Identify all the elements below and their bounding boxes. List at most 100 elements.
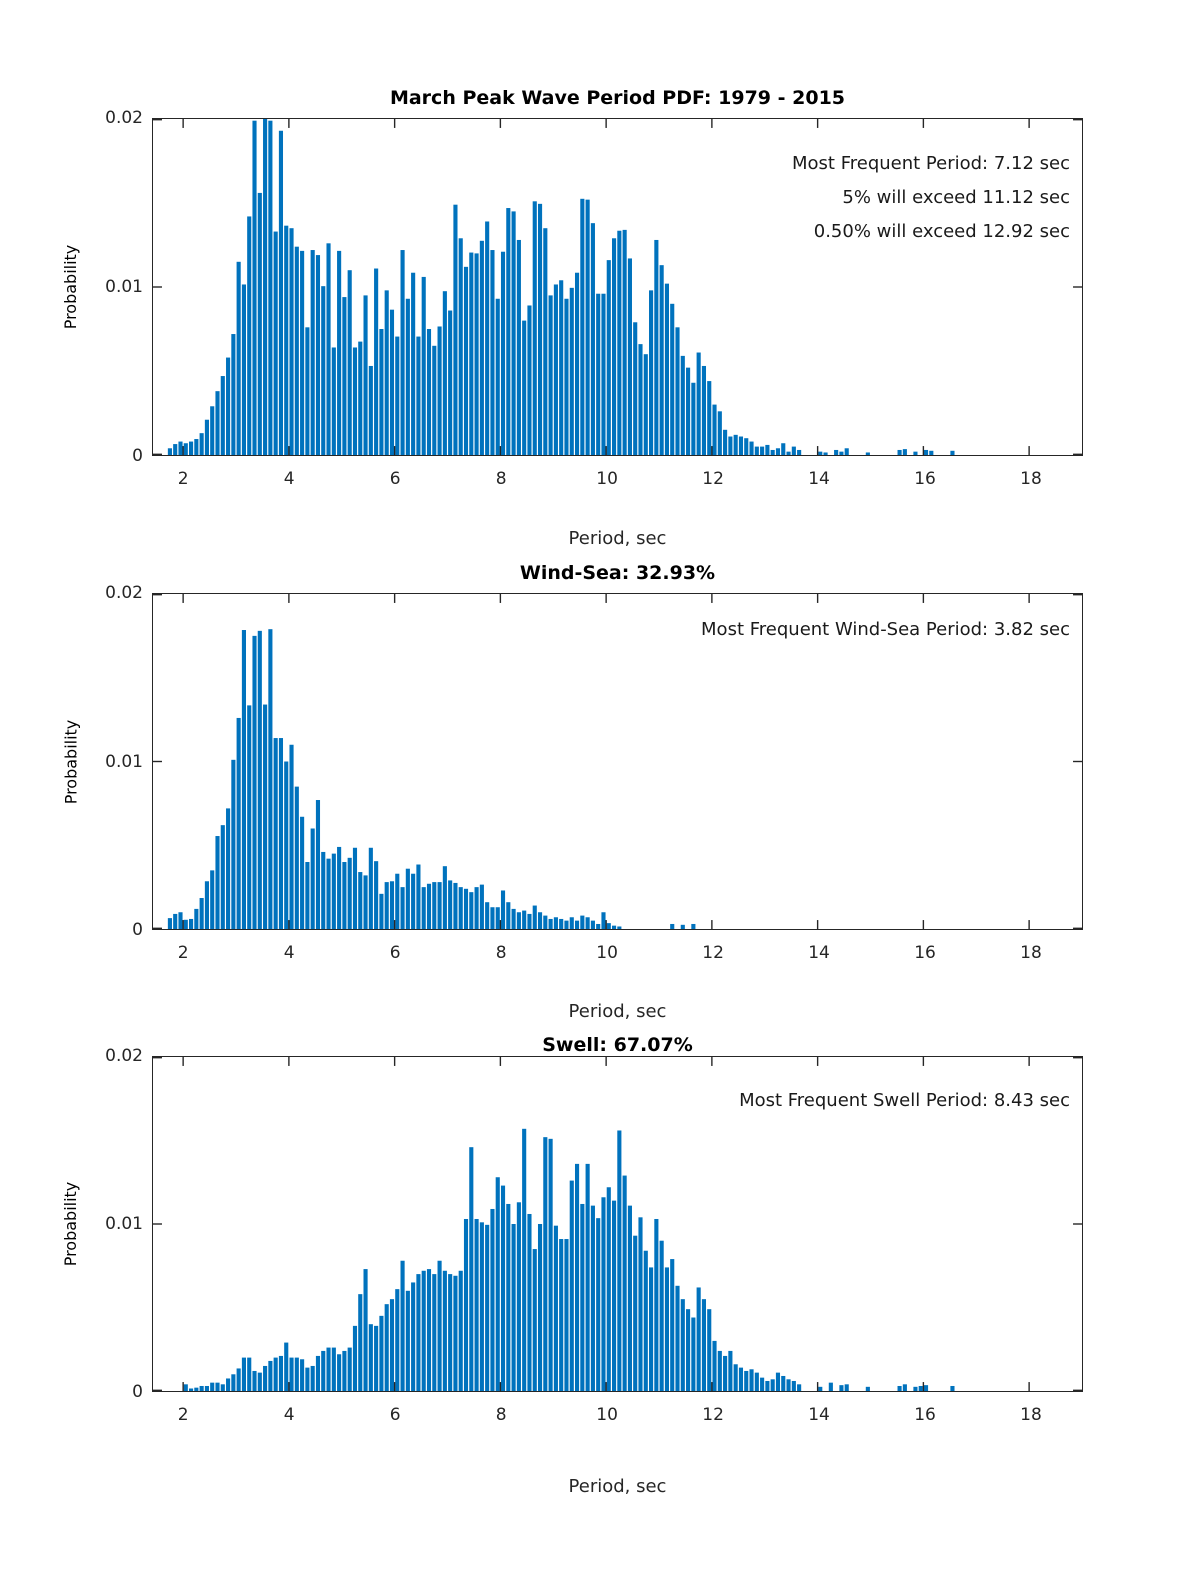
bar [315,800,321,929]
bar [617,926,622,929]
bar [247,1357,252,1391]
bar [479,240,484,455]
bar [458,1270,463,1391]
bar [337,846,342,929]
bar [675,327,680,455]
bar [839,1385,844,1391]
bar [220,825,225,929]
bar [670,1259,675,1391]
bar [421,1270,426,1391]
bar [389,1299,395,1391]
bar [580,1203,585,1391]
bar [543,228,548,455]
y-tick-label: 0.01 [105,1214,143,1234]
bar [315,255,321,455]
x-tick-label: 4 [283,943,295,963]
bar [522,320,527,455]
bar [601,293,606,455]
bar [569,1180,574,1391]
bar [548,918,553,929]
bar [680,924,685,929]
bar [469,892,474,929]
x-tick-label: 4 [283,1405,295,1425]
bar [273,1357,278,1391]
bar [337,1354,342,1391]
bar [426,883,432,929]
bar [411,1282,416,1391]
bar [844,448,849,455]
bar [469,252,474,455]
bar [321,286,326,455]
bar [701,365,707,455]
bar [167,918,172,929]
x-tick-label: 16 [914,1405,936,1425]
x-tick-label: 8 [495,943,507,963]
x-tick-label: 18 [1020,1405,1042,1425]
bar [950,1385,955,1391]
bar [453,882,458,929]
bar [500,890,506,929]
x-tick-label: 8 [495,469,507,489]
x-axis-label: Period, sec [568,1476,667,1497]
bar [421,887,426,929]
bar [511,211,516,455]
y-tick-label: 0.01 [105,751,143,772]
bar [220,376,225,455]
bar [379,1315,384,1391]
bar [257,1372,262,1391]
bar [596,1218,601,1391]
histogram-bars [153,119,1082,455]
bar [834,449,839,455]
bar [432,882,437,929]
bar [479,884,484,929]
bar [278,1355,284,1391]
bar [437,326,442,455]
bar [728,436,733,455]
bar [368,847,373,929]
bar [643,354,648,455]
bar [723,429,728,455]
bar [342,1350,347,1391]
bar [463,1218,469,1391]
annotation-text: 0.50% will exceed 12.92 sec [813,221,1070,242]
histogram-bars [153,1057,1082,1391]
bar [532,1249,537,1391]
bar [236,1368,241,1391]
bar [527,1213,532,1391]
bar [548,295,553,455]
bar [781,443,786,455]
bar [263,1365,268,1391]
bar [257,192,262,455]
bar [331,347,336,455]
bar [416,1274,421,1391]
bar [786,1379,791,1391]
bar [580,915,585,929]
bar [400,250,405,455]
bar [749,1369,754,1391]
bar [553,1225,558,1391]
bar [220,1384,225,1391]
bar [585,199,590,455]
bar [601,1197,606,1391]
bar [553,917,558,929]
bar [226,1378,231,1391]
bar [374,268,379,455]
bar [194,439,199,455]
bar [337,250,342,455]
bar [458,238,463,455]
bar [654,1218,659,1391]
bar [574,272,580,455]
bar [564,298,569,455]
bar [257,630,262,929]
bar [178,441,183,455]
bar [321,851,326,929]
bar [627,1205,632,1391]
bar [268,629,273,929]
bar [352,347,358,455]
bar [923,1385,929,1391]
bar [617,1130,622,1391]
bar [363,1269,368,1391]
bar [374,861,379,929]
bar [194,908,199,929]
bar [189,918,194,929]
